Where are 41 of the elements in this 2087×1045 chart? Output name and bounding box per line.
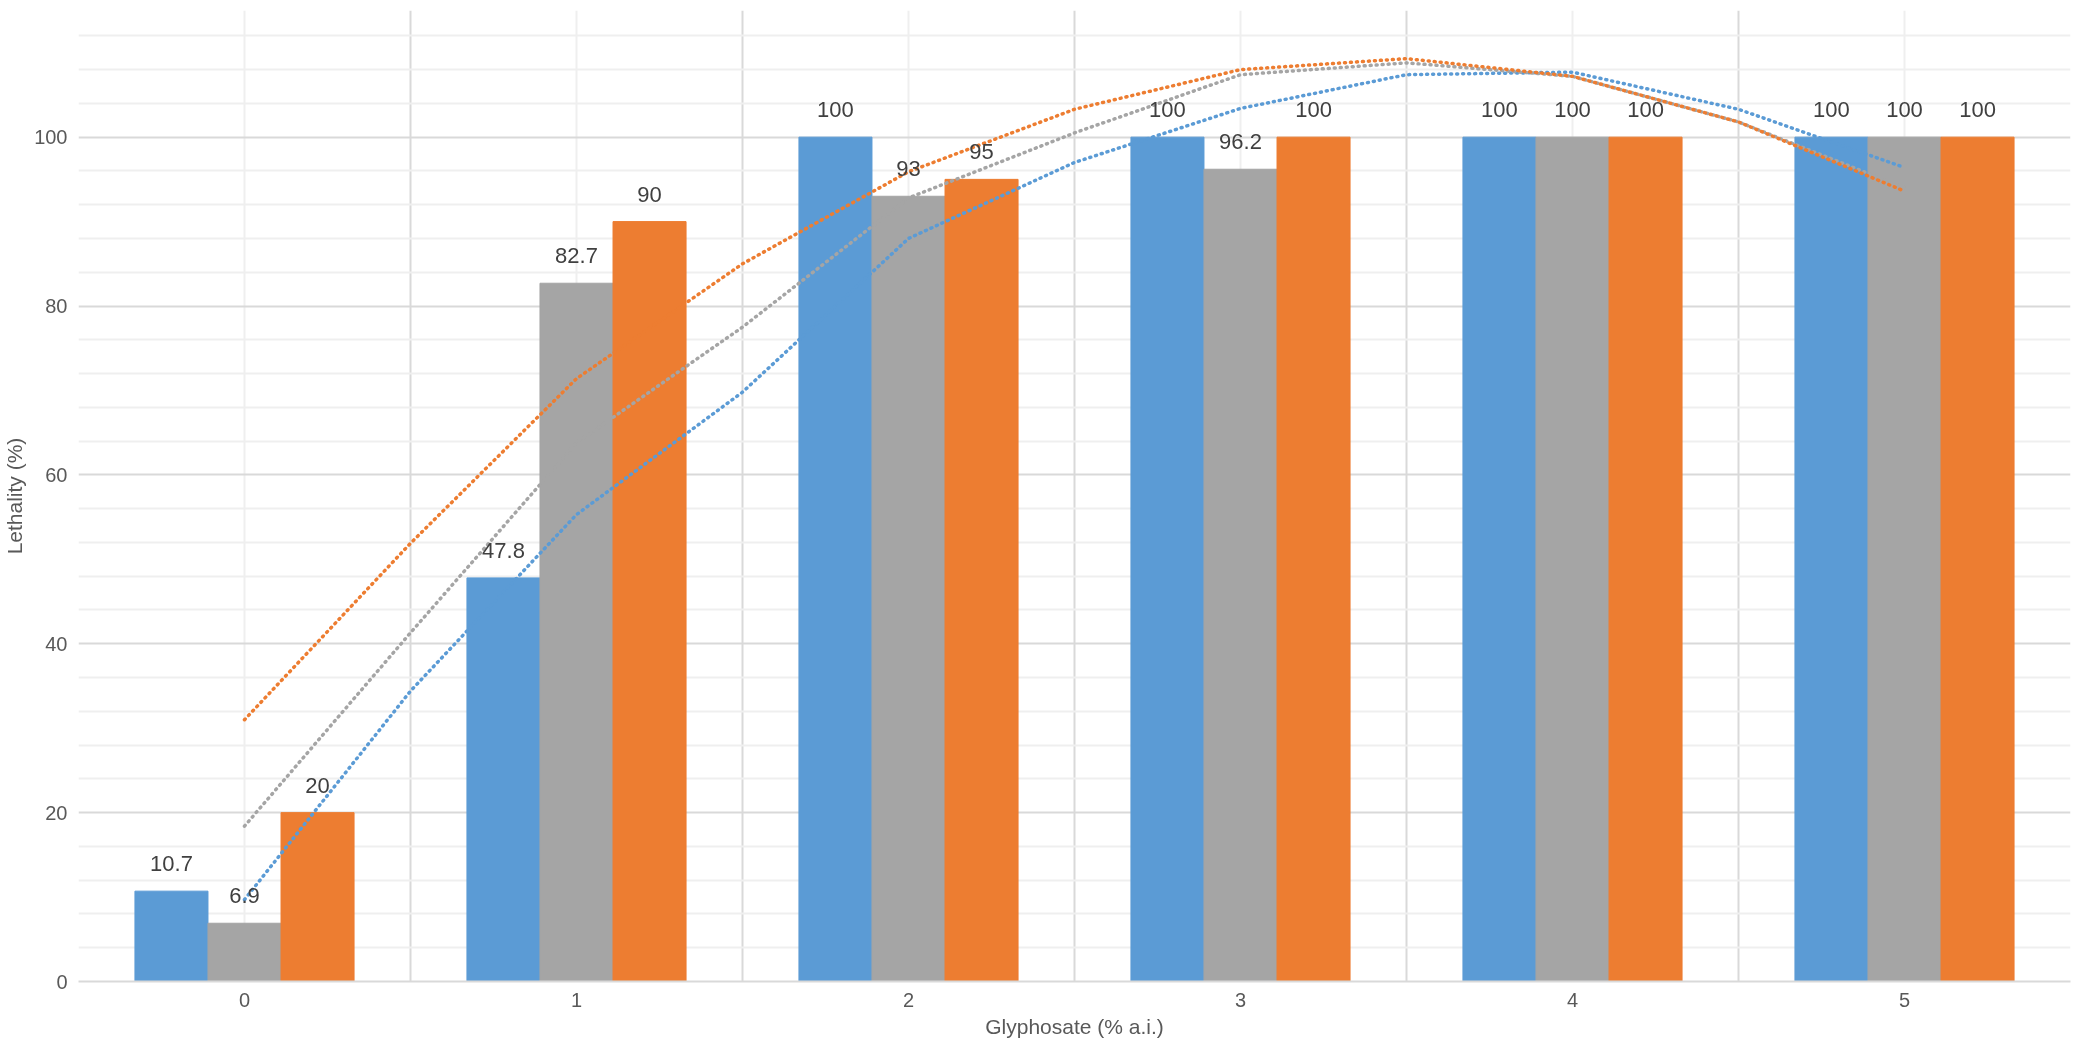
data-label: 96.2 bbox=[1219, 129, 1262, 155]
bar bbox=[134, 890, 209, 982]
x-tick-label: 4 bbox=[1566, 988, 1579, 1011]
y-tick-label: 40 bbox=[45, 632, 68, 655]
data-label: 100 bbox=[1481, 97, 1518, 123]
y-tick-label: 100 bbox=[34, 126, 68, 149]
data-label: 100 bbox=[1959, 97, 1996, 123]
data-label: 100 bbox=[1627, 97, 1664, 123]
x-tick-label: 1 bbox=[570, 988, 583, 1011]
data-label: 95 bbox=[969, 139, 994, 165]
bar bbox=[1203, 168, 1278, 982]
y-tick-label: 0 bbox=[56, 970, 68, 993]
x-tick-label: 3 bbox=[1234, 988, 1247, 1011]
y-tick-label: 20 bbox=[45, 801, 68, 824]
y-tick-label: 80 bbox=[45, 295, 68, 318]
data-label: 47.8 bbox=[482, 537, 525, 563]
data-label: 100 bbox=[1554, 97, 1591, 123]
data-label: 100 bbox=[1149, 97, 1186, 123]
bar bbox=[1462, 136, 1537, 982]
x-tick-label: 0 bbox=[238, 988, 251, 1011]
x-tick-label: 2 bbox=[902, 988, 915, 1011]
data-label: 100 bbox=[1886, 97, 1923, 123]
data-label: 100 bbox=[1813, 97, 1850, 123]
bar bbox=[944, 178, 1019, 982]
bar bbox=[207, 922, 282, 982]
bar bbox=[1940, 136, 2015, 982]
x-axis-title: Glyphosate (% a.i.) bbox=[985, 1014, 1164, 1038]
data-label: 10.7 bbox=[150, 851, 193, 877]
data-label: 100 bbox=[817, 97, 854, 123]
data-label: 82.7 bbox=[555, 243, 598, 269]
bar bbox=[1276, 136, 1351, 982]
data-label: 6.9 bbox=[229, 883, 260, 909]
y-axis-title: Lethality (%) bbox=[3, 437, 27, 555]
bar bbox=[280, 812, 355, 982]
data-label: 90 bbox=[637, 181, 662, 207]
y-tick-label: 60 bbox=[45, 463, 68, 486]
data-label: 100 bbox=[1295, 97, 1332, 123]
data-label: 20 bbox=[305, 772, 330, 798]
x-tick-label: 5 bbox=[1898, 988, 1911, 1011]
bar bbox=[1535, 136, 1610, 982]
bar bbox=[1608, 136, 1683, 982]
